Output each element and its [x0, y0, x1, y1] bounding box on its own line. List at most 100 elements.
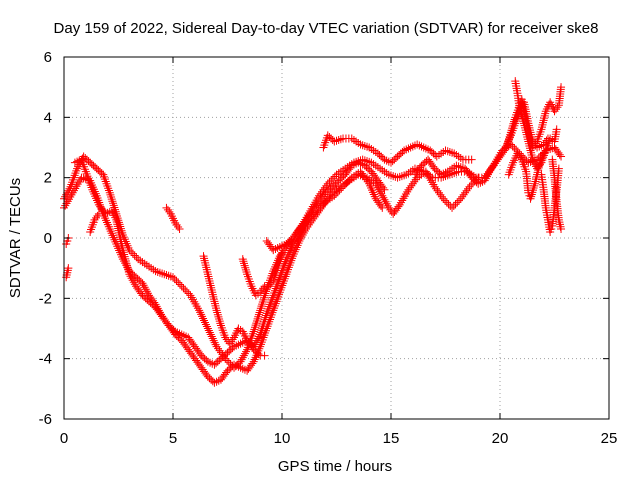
data-point	[208, 288, 217, 297]
data-point	[209, 295, 218, 304]
data-point	[443, 147, 452, 156]
data-point	[530, 141, 539, 150]
data-point	[108, 231, 117, 240]
data-point	[342, 179, 351, 188]
data-point	[212, 342, 221, 351]
data-point	[433, 186, 442, 195]
data-point	[557, 83, 566, 92]
data-point	[322, 181, 331, 190]
data-point	[356, 167, 365, 176]
data-point	[539, 118, 548, 127]
data-point	[518, 112, 527, 121]
data-point	[227, 337, 236, 346]
data-point	[228, 362, 237, 371]
data-point	[203, 270, 212, 279]
data-point	[204, 326, 213, 335]
data-point	[258, 322, 267, 331]
data-point	[260, 293, 269, 302]
series-track-5	[238, 249, 286, 300]
data-point	[239, 351, 248, 360]
data-point	[102, 216, 111, 225]
data-point	[170, 275, 179, 284]
data-point	[250, 355, 259, 364]
data-point	[221, 333, 230, 342]
data-point	[252, 319, 261, 328]
x-tick-label: 0	[60, 430, 68, 447]
data-point	[275, 257, 284, 266]
data-point	[182, 287, 191, 296]
data-point	[252, 336, 261, 345]
data-point	[505, 134, 514, 143]
series-track-14	[162, 203, 184, 233]
data-point	[72, 182, 81, 191]
data-point	[237, 355, 246, 364]
data-point	[395, 200, 404, 209]
data-point	[197, 310, 206, 319]
data-point	[93, 196, 102, 205]
data-point	[526, 194, 535, 203]
data-point	[531, 139, 540, 148]
data-point	[61, 201, 70, 210]
data-point	[529, 186, 538, 195]
data-point	[528, 188, 537, 197]
data-point	[209, 336, 218, 345]
data-point	[164, 271, 173, 280]
data-point	[62, 273, 71, 282]
data-point	[395, 172, 404, 181]
data-point	[455, 196, 464, 205]
data-point	[225, 339, 234, 348]
data-point	[480, 176, 489, 185]
data-point	[506, 130, 515, 139]
data-point	[207, 286, 216, 295]
data-point	[538, 120, 547, 129]
series-track-6	[262, 158, 389, 255]
data-point	[207, 332, 216, 341]
data-point	[453, 198, 462, 207]
data-point	[357, 169, 366, 178]
series-track-7	[319, 131, 476, 167]
data-point	[128, 276, 137, 285]
data-point	[291, 245, 300, 254]
data-point	[378, 203, 387, 212]
data-point	[553, 103, 562, 112]
data-point	[399, 194, 408, 203]
data-point	[508, 124, 517, 133]
data-point	[261, 313, 270, 322]
data-point	[527, 148, 536, 157]
series-track-17	[86, 209, 103, 236]
y-tick-label: 6	[44, 49, 52, 66]
data-point	[259, 295, 268, 304]
data-point	[259, 284, 268, 293]
series-track-13	[504, 149, 548, 203]
data-point	[199, 252, 208, 261]
data-point	[139, 281, 148, 290]
data-point	[257, 286, 266, 295]
data-point	[169, 273, 177, 282]
data-point	[208, 359, 217, 368]
data-point	[253, 314, 262, 323]
data-point	[249, 357, 258, 366]
data-point	[239, 257, 248, 266]
data-point	[215, 315, 224, 324]
data-point	[210, 297, 219, 306]
data-point	[365, 179, 374, 188]
data-point	[288, 252, 297, 261]
y-tick-label: 0	[44, 230, 52, 247]
data-point	[555, 220, 564, 229]
data-point	[537, 123, 546, 132]
data-point	[435, 169, 444, 178]
data-point	[366, 181, 375, 190]
data-point	[327, 176, 336, 185]
data-point	[201, 258, 210, 267]
data-point	[465, 182, 474, 191]
data-point	[240, 261, 249, 270]
data-point	[107, 192, 116, 201]
data-point	[336, 135, 345, 144]
data-point	[103, 220, 112, 229]
data-point	[359, 171, 368, 180]
data-point	[102, 218, 111, 227]
data-point	[125, 270, 134, 279]
data-point	[64, 264, 73, 273]
data-point	[187, 293, 196, 302]
